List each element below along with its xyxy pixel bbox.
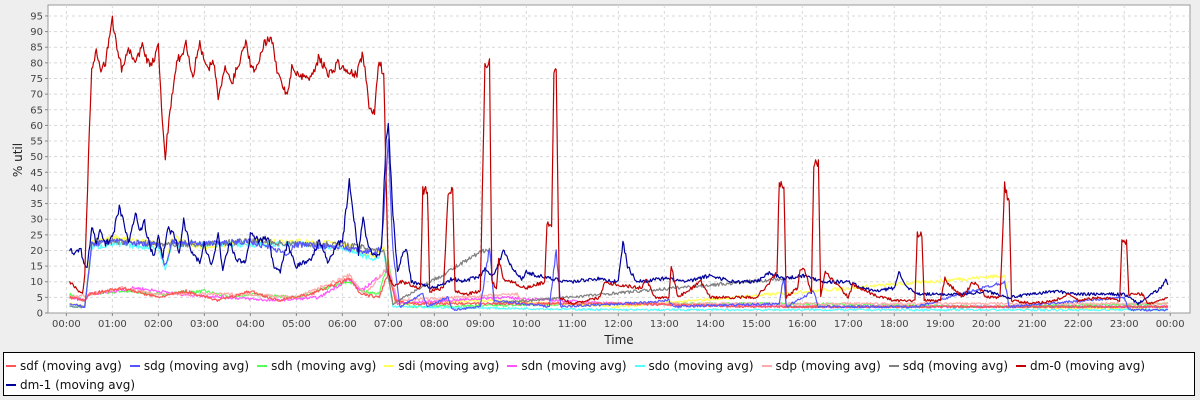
x-tick-label: 14:00 bbox=[696, 319, 725, 330]
legend-label: sdo (moving avg) bbox=[648, 358, 754, 373]
legend-item-sdh: sdh (moving avg) bbox=[257, 356, 376, 375]
legend-swatch bbox=[257, 364, 268, 367]
legend-swatch bbox=[507, 364, 518, 367]
legend-swatch bbox=[6, 383, 16, 386]
y-tick-label: 15 bbox=[30, 262, 43, 273]
y-tick-label: 60 bbox=[30, 121, 43, 132]
y-tick-label: 80 bbox=[30, 58, 43, 69]
y-tick-label: 30 bbox=[30, 215, 43, 226]
legend-swatch bbox=[634, 364, 645, 367]
y-tick-label: 35 bbox=[30, 199, 43, 210]
x-tick-label: 10:00 bbox=[512, 319, 541, 330]
y-tick-label: 20 bbox=[30, 246, 43, 257]
series-line-dm-0 bbox=[69, 15, 1169, 305]
legend-label: sdp (moving avg) bbox=[775, 358, 881, 373]
series-line-dm-1 bbox=[69, 122, 1169, 306]
legend-swatch bbox=[129, 364, 140, 367]
x-tick-label: 00:00 bbox=[1156, 319, 1185, 330]
x-tick-label: 00:00 bbox=[52, 319, 81, 330]
legend-label: dm-0 (moving avg) bbox=[1030, 358, 1146, 373]
y-tick-label: 65 bbox=[30, 105, 43, 116]
x-tick-label: 22:00 bbox=[1064, 319, 1093, 330]
legend-item-sdq: sdq (moving avg) bbox=[888, 356, 1009, 375]
x-tick-label: 04:00 bbox=[236, 319, 265, 330]
y-axis-label: % util bbox=[11, 143, 25, 177]
y-tick-label: 75 bbox=[30, 74, 43, 85]
legend-item-sdp: sdp (moving avg) bbox=[761, 356, 881, 375]
legend-label: sdq (moving avg) bbox=[902, 358, 1009, 373]
x-tick-label: 23:00 bbox=[1110, 319, 1139, 330]
x-tick-label: 18:00 bbox=[880, 319, 909, 330]
y-tick-label: 40 bbox=[30, 183, 43, 194]
legend-item-sdo: sdo (moving avg) bbox=[634, 356, 754, 375]
grid-lines bbox=[48, 5, 1190, 313]
legend-item-sdn: sdn (moving avg) bbox=[507, 356, 627, 375]
x-tick-label: 20:00 bbox=[972, 319, 1001, 330]
y-tick-label: 50 bbox=[30, 152, 43, 163]
legend-item-dm-0: dm-0 (moving avg) bbox=[1016, 356, 1145, 375]
y-tick-label: 45 bbox=[30, 168, 43, 179]
legend-item-sdi: sdi (moving avg) bbox=[384, 356, 499, 375]
x-tick-label: 12:00 bbox=[604, 319, 633, 330]
y-tick-label: 0 bbox=[37, 309, 43, 320]
x-tick-label: 08:00 bbox=[420, 319, 449, 330]
plot-background bbox=[47, 4, 1191, 314]
x-tick-label: 02:00 bbox=[144, 319, 173, 330]
y-axis-ticks: 0 5 10 15 20 25 30 35 40 45 50 55 60 65 70 75 80 85 90 95 bbox=[30, 11, 48, 320]
legend-swatch bbox=[6, 364, 16, 367]
legend-label: sdg (moving avg) bbox=[143, 358, 250, 373]
legend: sdf (moving avg) sdg (moving avg) sdh (mov… bbox=[3, 352, 1195, 396]
x-tick-label: 05:00 bbox=[282, 319, 311, 330]
series-line-sdg bbox=[69, 138, 1169, 312]
y-tick-label: 90 bbox=[30, 27, 43, 38]
x-tick-label: 15:00 bbox=[742, 319, 771, 330]
y-tick-label: 25 bbox=[30, 230, 43, 241]
y-tick-label: 70 bbox=[30, 90, 43, 101]
x-axis-ticks: 00:00 01:00 02:00 03:00 04:00 05:00 06:00 07:00… bbox=[52, 313, 1185, 330]
legend-label: dm-1 (moving avg) bbox=[20, 377, 136, 392]
x-tick-label: 19:00 bbox=[926, 319, 955, 330]
legend-swatch bbox=[761, 364, 772, 367]
x-tick-label: 03:00 bbox=[190, 319, 219, 330]
x-tick-label: 13:00 bbox=[650, 319, 679, 330]
legend-item-sdg: sdg (moving avg) bbox=[129, 356, 250, 375]
x-tick-label: 06:00 bbox=[328, 319, 357, 330]
legend-label: sdi (moving avg) bbox=[398, 358, 500, 373]
series-lines bbox=[69, 15, 1169, 312]
legend-swatch bbox=[888, 364, 899, 367]
x-axis-label: Time bbox=[603, 333, 633, 347]
x-tick-label: 07:00 bbox=[374, 319, 403, 330]
legend-label: sdh (moving avg) bbox=[271, 358, 377, 373]
y-tick-label: 5 bbox=[37, 293, 43, 304]
legend-item-sdf: sdf (moving avg) bbox=[6, 356, 122, 375]
x-tick-label: 01:00 bbox=[98, 319, 127, 330]
legend-label: sdn (moving avg) bbox=[521, 358, 627, 373]
legend-item-dm-1: dm-1 (moving avg) bbox=[6, 375, 135, 394]
y-tick-label: 55 bbox=[30, 137, 43, 148]
x-tick-label: 17:00 bbox=[834, 319, 863, 330]
y-tick-label: 85 bbox=[30, 43, 43, 54]
chart-canvas: 0 5 10 15 20 25 30 35 40 45 50 55 60 65 70 75 80 85 90 95 0… bbox=[11, 4, 1191, 347]
y-tick-label: 10 bbox=[30, 277, 43, 288]
legend-swatch bbox=[384, 364, 395, 367]
x-tick-label: 11:00 bbox=[558, 319, 587, 330]
legend-swatch bbox=[1016, 364, 1027, 367]
x-tick-label: 16:00 bbox=[788, 319, 817, 330]
x-tick-label: 09:00 bbox=[466, 319, 495, 330]
legend-label: sdf (moving avg) bbox=[20, 358, 122, 373]
y-tick-label: 95 bbox=[30, 11, 43, 22]
x-tick-label: 21:00 bbox=[1018, 319, 1047, 330]
